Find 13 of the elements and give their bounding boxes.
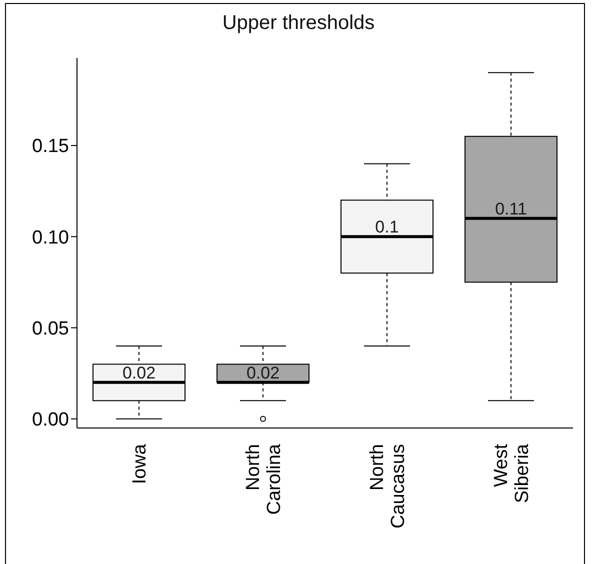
annotation: 0.11 bbox=[495, 199, 527, 218]
x-tick-label: North Caucasus bbox=[367, 444, 410, 528]
y-tick-label: 0.15 bbox=[32, 136, 69, 158]
y-tick-label: 0.05 bbox=[32, 318, 69, 340]
y-tick-label: 0.00 bbox=[32, 410, 69, 431]
annotation: 0.02 bbox=[246, 363, 280, 382]
x-tick-label: Iowa bbox=[130, 444, 151, 484]
x-tick-label: West Siberia bbox=[491, 443, 534, 504]
y-tick-label: 0.10 bbox=[32, 227, 69, 248]
annotation: 0.02 bbox=[122, 363, 156, 382]
x-tick-label: North Carolina bbox=[243, 444, 286, 515]
annotation: 0.1 bbox=[375, 218, 399, 237]
chart-title: Upper thresholds bbox=[221, 12, 376, 35]
